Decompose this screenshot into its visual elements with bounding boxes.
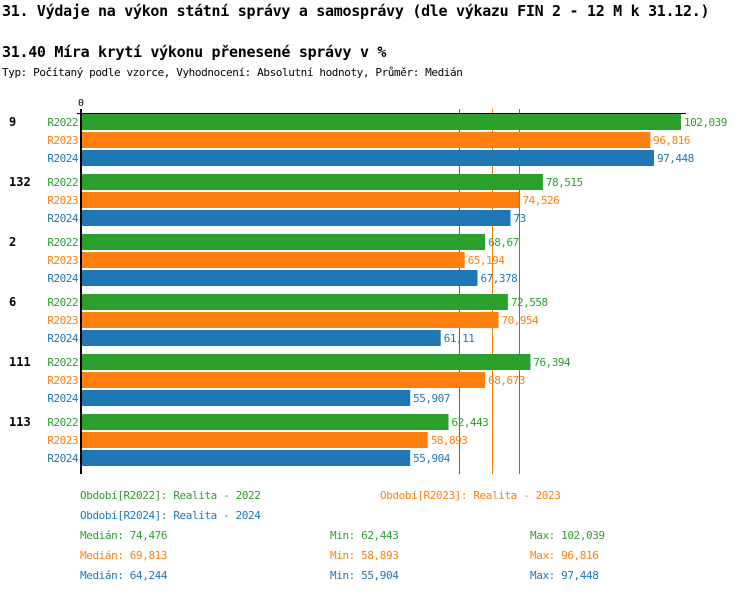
series-label-r2024: R2024 bbox=[47, 332, 78, 345]
series-label-r2023: R2023 bbox=[47, 194, 78, 207]
series-label-r2023: R2023 bbox=[47, 374, 78, 387]
stat-min-r2024: Min: 55,904 bbox=[330, 569, 399, 582]
data-label: 76,394 bbox=[533, 356, 571, 369]
stat-median-r2024: Medián: 64,244 bbox=[80, 569, 168, 582]
page-title: 31. Výdaje na výkon státní správy a samo… bbox=[2, 2, 710, 20]
legend-entry-r2024: Období[R2024]: Realita - 2024 bbox=[80, 509, 261, 522]
stat-max-r2023: Max: 96,816 bbox=[530, 549, 599, 562]
bar-2-r2024 bbox=[82, 270, 478, 286]
stat-max-r2024: Max: 97,448 bbox=[530, 569, 599, 582]
data-label: 73 bbox=[514, 212, 526, 225]
bar-111-r2023 bbox=[82, 372, 486, 388]
data-label: 102,039 bbox=[684, 116, 727, 129]
category-label: 9 bbox=[9, 115, 16, 129]
data-label: 67,378 bbox=[481, 272, 518, 285]
series-label-r2024: R2024 bbox=[47, 392, 78, 405]
bar-9-r2023 bbox=[82, 132, 651, 148]
category-label: 2 bbox=[9, 235, 16, 249]
bar-132-r2024 bbox=[82, 210, 511, 226]
bar-113-r2022 bbox=[82, 414, 449, 430]
data-label: 72,558 bbox=[511, 296, 548, 309]
data-label: 68,67 bbox=[488, 236, 519, 249]
stat-median-r2023: Medián: 69,813 bbox=[80, 549, 168, 562]
x-tick-label: 0 bbox=[78, 98, 84, 109]
category-label: 6 bbox=[9, 295, 16, 309]
data-label: 78,515 bbox=[546, 176, 583, 189]
series-label-r2022: R2022 bbox=[47, 296, 78, 309]
bar-6-r2022 bbox=[82, 294, 508, 310]
series-label-r2023: R2023 bbox=[47, 434, 78, 447]
data-label: 68,673 bbox=[488, 374, 525, 387]
series-label-r2024: R2024 bbox=[47, 212, 78, 225]
data-label: 62,443 bbox=[452, 416, 489, 429]
data-label: 61,11 bbox=[444, 332, 475, 345]
series-label-r2022: R2022 bbox=[47, 176, 78, 189]
legend-entry-r2023: Období[R2023]: Realita - 2023 bbox=[380, 489, 561, 502]
data-label: 55,904 bbox=[413, 452, 451, 465]
stat-max-r2022: Max: 102,039 bbox=[530, 529, 605, 542]
bar-113-r2024 bbox=[82, 450, 411, 466]
chart-title: 31.40 Míra krytí výkonu přenesené správy… bbox=[2, 43, 387, 61]
series-label-r2022: R2022 bbox=[47, 236, 78, 249]
series-label-r2024: R2024 bbox=[47, 452, 78, 465]
chart-description: Typ: Počítaný podle vzorce, Vyhodnocení:… bbox=[2, 66, 463, 79]
series-label-r2022: R2022 bbox=[47, 356, 78, 369]
bar-2-r2022 bbox=[82, 234, 486, 250]
category-label: 132 bbox=[9, 175, 31, 189]
series-label-r2023: R2023 bbox=[47, 134, 78, 147]
bar-111-r2022 bbox=[82, 354, 531, 370]
series-label-r2023: R2023 bbox=[47, 254, 78, 267]
bar-132-r2023 bbox=[82, 192, 520, 208]
series-label-r2022: R2022 bbox=[47, 116, 78, 129]
stat-min-r2023: Min: 58,893 bbox=[330, 549, 399, 562]
bar-9-r2024 bbox=[82, 150, 655, 166]
bar-113-r2023 bbox=[82, 432, 428, 448]
bar-111-r2024 bbox=[82, 390, 411, 406]
stat-min-r2022: Min: 62,443 bbox=[330, 529, 399, 542]
bar-6-r2024 bbox=[82, 330, 441, 346]
data-label: 96,816 bbox=[653, 134, 690, 147]
data-label: 74,526 bbox=[522, 194, 559, 207]
legend-entry-r2022: Období[R2022]: Realita - 2022 bbox=[80, 489, 261, 502]
data-label: 70,954 bbox=[501, 314, 539, 327]
data-label: 65,194 bbox=[468, 254, 506, 267]
bar-9-r2022 bbox=[82, 114, 681, 130]
series-label-r2023: R2023 bbox=[47, 314, 78, 327]
series-label-r2024: R2024 bbox=[47, 152, 78, 165]
category-label: 113 bbox=[9, 415, 31, 429]
data-label: 97,448 bbox=[657, 152, 694, 165]
bar-2-r2023 bbox=[82, 252, 465, 268]
stat-median-r2022: Medián: 74,476 bbox=[80, 529, 168, 542]
category-label: 111 bbox=[9, 355, 31, 369]
bar-6-r2023 bbox=[82, 312, 499, 328]
bar-132-r2022 bbox=[82, 174, 543, 190]
data-label: 58,893 bbox=[431, 434, 468, 447]
series-label-r2024: R2024 bbox=[47, 272, 78, 285]
series-label-r2022: R2022 bbox=[47, 416, 78, 429]
data-label: 55,907 bbox=[413, 392, 450, 405]
